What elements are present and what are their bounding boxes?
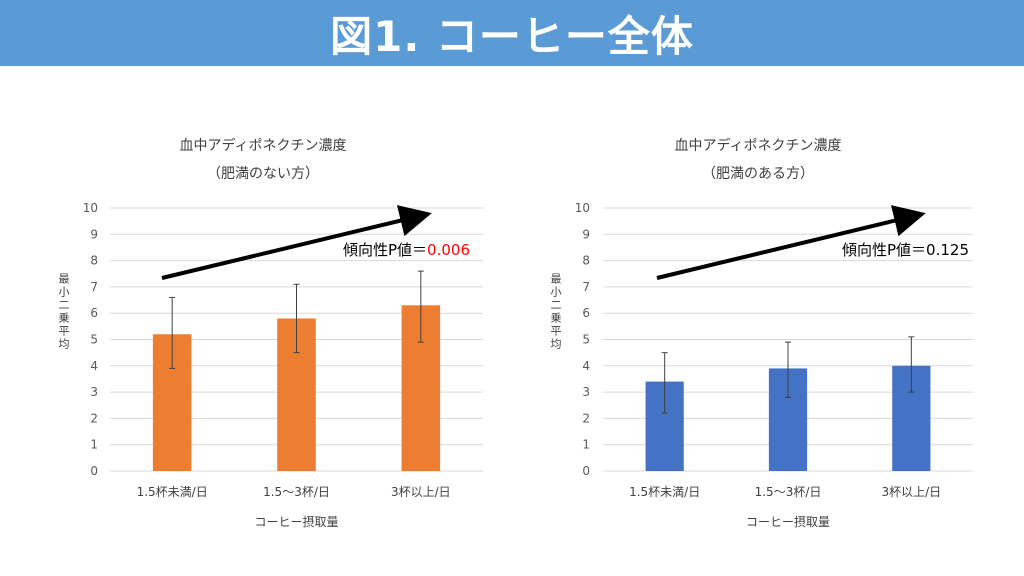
y-tick-label: 4 bbox=[90, 359, 98, 373]
y-tick-label: 8 bbox=[582, 254, 590, 268]
y-tick-label: 6 bbox=[90, 306, 98, 320]
y-tick-label: 1 bbox=[90, 438, 98, 452]
y-tick-label: 3 bbox=[90, 385, 98, 399]
y-axis-label-char: 最 bbox=[551, 273, 562, 286]
page-title: 図1. コーヒー全体 bbox=[330, 11, 694, 61]
x-tick-label: 1.5杯未満/日 bbox=[137, 485, 208, 499]
y-axis-label-char: 小 bbox=[551, 286, 562, 299]
trend-arrow bbox=[656, 205, 926, 280]
p-value-label: 傾向性P値＝ bbox=[343, 241, 427, 259]
chart-title: 血中アディポネクチン濃度 bbox=[674, 137, 841, 154]
y-tick-label: 10 bbox=[83, 201, 98, 215]
y-axis-label-char: 小 bbox=[59, 286, 70, 299]
chart-subtitle: （肥満のある方） bbox=[702, 166, 814, 182]
y-tick-label: 7 bbox=[582, 280, 590, 294]
chart-title: 血中アディポネクチン濃度 bbox=[179, 137, 346, 154]
x-tick-label: 1.5〜3杯/日 bbox=[755, 485, 822, 499]
y-axis-label-char: 二 bbox=[551, 299, 562, 312]
trend-arrow bbox=[161, 205, 432, 280]
x-tick-label: 3杯以上/日 bbox=[391, 485, 451, 499]
y-axis-label-char: 均 bbox=[551, 338, 562, 351]
x-tick-label: 1.5〜3杯/日 bbox=[263, 485, 330, 499]
y-axis-label-char: 最 bbox=[59, 273, 70, 286]
y-axis-label-char: 乗 bbox=[59, 312, 70, 325]
p-value-number: 0.006 bbox=[427, 241, 470, 259]
y-tick-label: 2 bbox=[90, 411, 98, 425]
y-tick-label: 9 bbox=[90, 227, 98, 241]
y-tick-label: 4 bbox=[582, 359, 590, 373]
p-value-annotation: 傾向性P値＝0.006 bbox=[343, 241, 470, 259]
y-tick-label: 2 bbox=[582, 411, 590, 425]
y-tick-label: 5 bbox=[90, 333, 98, 347]
y-tick-label: 10 bbox=[575, 201, 590, 215]
y-axis-label-char: 二 bbox=[59, 299, 70, 312]
p-value-annotation: 傾向性P値＝0.125 bbox=[842, 241, 969, 259]
y-tick-label: 7 bbox=[90, 280, 98, 294]
y-axis-label-char: 均 bbox=[59, 338, 70, 351]
y-tick-label: 3 bbox=[582, 385, 590, 399]
x-tick-label: 1.5杯未満/日 bbox=[629, 485, 700, 499]
y-tick-label: 5 bbox=[582, 333, 590, 347]
y-tick-label: 1 bbox=[582, 438, 590, 452]
y-tick-label: 8 bbox=[90, 254, 98, 268]
p-value-label: 傾向性P値＝ bbox=[842, 241, 926, 259]
x-tick-label: 3杯以上/日 bbox=[881, 485, 941, 499]
y-tick-label: 9 bbox=[582, 227, 590, 241]
y-tick-label: 0 bbox=[90, 464, 98, 478]
chart-subtitle: （肥満のない方） bbox=[207, 166, 319, 182]
y-axis-label-char: 平 bbox=[59, 325, 70, 338]
y-axis-label-char: 乗 bbox=[551, 312, 562, 325]
x-axis-title: コーヒー摂取量 bbox=[254, 514, 338, 529]
title-bar: 図1. コーヒー全体 bbox=[0, 0, 1024, 66]
p-value-number: 0.125 bbox=[926, 241, 969, 259]
y-axis-label-char: 平 bbox=[551, 325, 562, 338]
y-tick-label: 0 bbox=[582, 464, 590, 478]
x-axis-title: コーヒー摂取量 bbox=[746, 514, 830, 529]
y-tick-label: 6 bbox=[582, 306, 590, 320]
